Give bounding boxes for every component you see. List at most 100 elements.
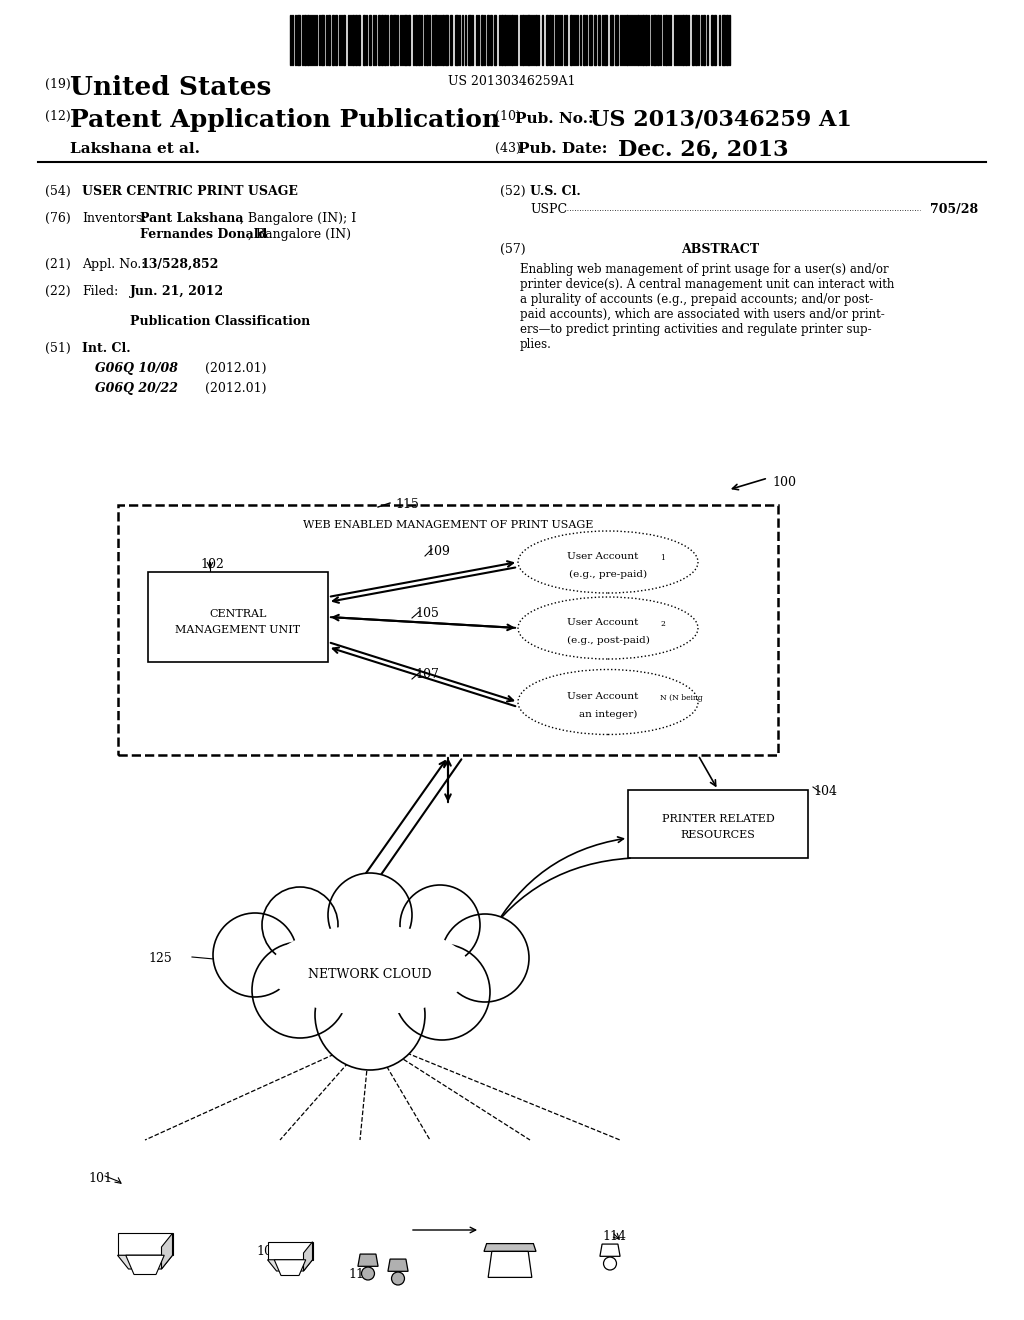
Text: 13/528,852: 13/528,852 xyxy=(140,257,218,271)
Text: (51): (51) xyxy=(45,342,71,355)
Text: 103: 103 xyxy=(256,1245,280,1258)
Bar xyxy=(418,15,420,65)
Text: Int. Cl.: Int. Cl. xyxy=(82,342,131,355)
Text: , Bangalore (IN): , Bangalore (IN) xyxy=(248,228,351,242)
Circle shape xyxy=(603,1257,616,1270)
Bar xyxy=(501,15,503,65)
Bar xyxy=(549,15,551,65)
Bar xyxy=(642,15,644,65)
Text: (10): (10) xyxy=(495,110,521,123)
Bar xyxy=(711,15,713,65)
Text: 100: 100 xyxy=(772,477,796,488)
Text: RESOURCES: RESOURCES xyxy=(681,830,756,840)
Text: Pub. No.:: Pub. No.: xyxy=(515,112,594,125)
Text: Appl. No.:: Appl. No.: xyxy=(82,257,145,271)
Bar xyxy=(445,15,449,65)
Bar xyxy=(657,15,659,65)
Bar xyxy=(653,15,656,65)
Bar xyxy=(442,15,444,65)
Bar xyxy=(404,15,407,65)
Bar xyxy=(726,15,728,65)
Bar xyxy=(494,15,496,65)
Text: 1: 1 xyxy=(660,554,665,562)
Bar xyxy=(450,15,452,65)
Text: 104: 104 xyxy=(813,785,837,799)
Text: 101: 101 xyxy=(88,1172,112,1185)
Bar xyxy=(546,15,548,65)
Text: (21): (21) xyxy=(45,257,71,271)
Bar xyxy=(645,15,647,65)
Text: Filed:: Filed: xyxy=(82,285,118,298)
Bar xyxy=(685,15,687,65)
Polygon shape xyxy=(274,1259,306,1275)
Bar xyxy=(455,15,458,65)
Bar xyxy=(695,15,697,65)
Text: (e.g., post-paid): (e.g., post-paid) xyxy=(566,636,649,645)
Bar xyxy=(390,15,392,65)
Text: Patent Application Publication: Patent Application Publication xyxy=(70,108,500,132)
Text: Inventors:: Inventors: xyxy=(82,213,146,224)
Text: Fernandes Donald: Fernandes Donald xyxy=(140,228,267,242)
Bar xyxy=(307,15,309,65)
Text: paid accounts), which are associated with users and/or print-: paid accounts), which are associated wit… xyxy=(520,308,885,321)
Polygon shape xyxy=(118,1255,172,1269)
Text: printer device(s). A central management unit can interact with: printer device(s). A central management … xyxy=(520,279,894,290)
Polygon shape xyxy=(303,1242,312,1271)
Text: (57): (57) xyxy=(500,243,525,256)
Ellipse shape xyxy=(270,925,470,1015)
Text: United States: United States xyxy=(70,75,271,100)
Bar xyxy=(490,15,492,65)
Bar xyxy=(381,15,383,65)
Text: N (N being: N (N being xyxy=(660,694,702,702)
Text: Jun. 21, 2012: Jun. 21, 2012 xyxy=(130,285,224,298)
Bar xyxy=(352,15,354,65)
Text: . . .: . . . xyxy=(598,663,617,675)
Bar xyxy=(434,15,437,65)
Text: User Account: User Account xyxy=(567,692,639,701)
Text: (22): (22) xyxy=(45,285,71,298)
Circle shape xyxy=(441,913,529,1002)
Text: (54): (54) xyxy=(45,185,71,198)
Text: , Bangalore (IN); I: , Bangalore (IN); I xyxy=(240,213,356,224)
Bar xyxy=(487,15,489,65)
Bar xyxy=(527,15,530,65)
Bar xyxy=(535,15,537,65)
Text: WEB ENABLED MANAGEMENT OF PRINT USAGE: WEB ENABLED MANAGEMENT OF PRINT USAGE xyxy=(303,520,593,531)
Text: US 20130346259A1: US 20130346259A1 xyxy=(449,75,575,88)
Bar xyxy=(682,15,684,65)
Bar xyxy=(570,15,572,65)
Text: 705/28: 705/28 xyxy=(930,203,978,216)
Bar xyxy=(626,15,628,65)
Text: NETWORK CLOUD: NETWORK CLOUD xyxy=(308,969,432,982)
Text: 111: 111 xyxy=(348,1269,372,1280)
Polygon shape xyxy=(267,1242,312,1259)
Circle shape xyxy=(315,960,425,1071)
Text: 115: 115 xyxy=(395,498,419,511)
Bar xyxy=(604,15,607,65)
Polygon shape xyxy=(600,1243,621,1257)
Circle shape xyxy=(394,944,490,1040)
Polygon shape xyxy=(488,1251,531,1278)
Bar xyxy=(369,15,371,65)
Polygon shape xyxy=(126,1255,164,1275)
Bar xyxy=(393,15,396,65)
Text: a plurality of accounts (e.g., prepaid accounts; and/or post-: a plurality of accounts (e.g., prepaid a… xyxy=(520,293,873,306)
Ellipse shape xyxy=(518,669,698,734)
Text: plies.: plies. xyxy=(520,338,552,351)
Text: Dec. 26, 2013: Dec. 26, 2013 xyxy=(618,139,788,161)
Ellipse shape xyxy=(518,531,698,593)
Text: 2: 2 xyxy=(660,620,665,628)
Text: User Account: User Account xyxy=(567,618,639,627)
Text: CENTRAL: CENTRAL xyxy=(209,609,266,619)
Bar xyxy=(415,15,417,65)
Text: USPC: USPC xyxy=(530,203,567,216)
Bar xyxy=(297,15,300,65)
Text: PRINTER RELATED: PRINTER RELATED xyxy=(662,814,774,824)
Bar xyxy=(335,15,337,65)
Circle shape xyxy=(213,913,297,997)
Text: (2012.01): (2012.01) xyxy=(205,362,266,375)
Bar xyxy=(378,15,380,65)
Text: (e.g., pre-paid): (e.g., pre-paid) xyxy=(569,570,647,579)
Polygon shape xyxy=(118,1233,172,1255)
Text: (2012.01): (2012.01) xyxy=(205,381,266,395)
